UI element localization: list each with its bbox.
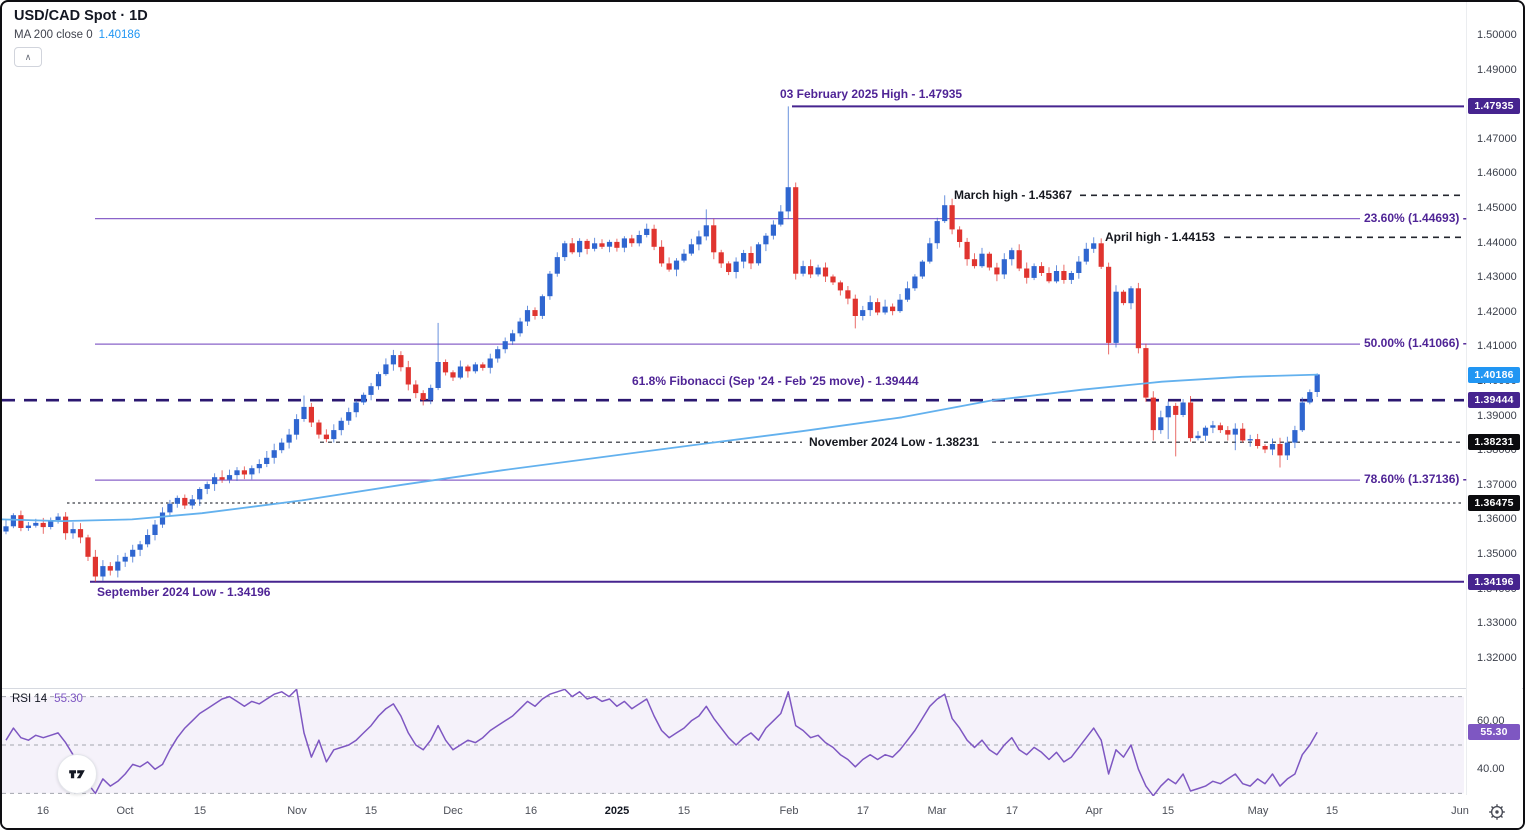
- rsi-axis-label: 60.00: [1477, 714, 1505, 727]
- fib-618-label[interactable]: 61.8% Fibonacci (Sep '24 - Feb '25 move)…: [632, 374, 919, 388]
- fib-50-label[interactable]: 50.00% (1.41066) -: [1364, 336, 1467, 350]
- feb-2025-high-label[interactable]: 03 February 2025 High - 1.47935: [780, 87, 963, 101]
- price-axis-label: 1.35000: [1477, 548, 1517, 560]
- time-axis-label-mar: Mar: [927, 805, 947, 817]
- collapse-pane-button[interactable]: ∧: [14, 47, 42, 67]
- time-axis-label-16: 16: [524, 805, 538, 817]
- time-axis-label-jun: Jun: [1451, 805, 1469, 817]
- price-axis-label: 1.39000: [1477, 409, 1517, 422]
- pane-separator[interactable]: [2, 688, 1523, 689]
- price-axis-label: 1.43000: [1477, 271, 1517, 284]
- time-axis-label-may: May: [1247, 805, 1269, 817]
- price-axis-label: 1.36000: [1477, 513, 1517, 526]
- price-and-rsi-plot[interactable]: [2, 2, 1466, 796]
- ma200-line[interactable]: [2, 373, 1319, 522]
- time-axis[interactable]: 16 Oct 15 Nov 15 Dec 16 2025 15 Feb 17 Mar 17 Apr 15 Ma…: [2, 796, 1523, 828]
- price-axis-label: 1.47000: [1477, 132, 1517, 145]
- ma-legend-label: MA 200 close 0: [14, 29, 93, 41]
- time-axis-label-15: 15: [193, 805, 207, 817]
- rsi-legend-row[interactable]: RSI 14 55.30: [12, 693, 83, 705]
- candlestick-series[interactable]: [3, 106, 1320, 582]
- price-axis-label: 1.41000: [1477, 340, 1517, 353]
- time-axis-label-dec: Dec: [443, 805, 463, 817]
- price-badge-1-38231: 1.38231: [1468, 434, 1520, 451]
- november-low-label[interactable]: November 2024 Low - 1.38231: [809, 435, 980, 449]
- price-badge-1-40186: 1.40186: [1468, 366, 1520, 383]
- time-axis-label-oct: Oct: [116, 805, 134, 817]
- rsi-legend-value: 55.30: [54, 693, 83, 705]
- time-axis-label-15: 15: [1161, 805, 1175, 817]
- price-axis-label: 1.44000: [1477, 236, 1517, 249]
- price-badge-1-34196: 1.34196: [1468, 573, 1520, 590]
- price-badge-1-39444: 1.39444: [1468, 392, 1520, 409]
- time-axis-label-17: 17: [1005, 805, 1019, 817]
- price-badge-1-36475: 1.36475: [1468, 494, 1520, 511]
- symbol-title[interactable]: USD/CAD Spot · 1D: [14, 8, 148, 24]
- time-axis-label-feb: Feb: [779, 805, 799, 817]
- price-axis-label: 1.46000: [1477, 167, 1517, 180]
- price-badge-1-47935: 1.47935: [1468, 98, 1520, 115]
- ma-legend-value: 1.40186: [98, 29, 141, 41]
- time-axis-label-15: 15: [1325, 805, 1339, 817]
- time-axis-label-2025: 2025: [604, 805, 630, 817]
- time-axis-label-15: 15: [677, 805, 691, 817]
- settings-gear-icon[interactable]: [1488, 803, 1506, 821]
- chevron-up-icon: ∧: [24, 51, 32, 62]
- price-axis-label: 1.37000: [1477, 478, 1517, 491]
- april-high-label[interactable]: April high - 1.44153: [1105, 230, 1216, 244]
- tradingview-logo-glyph: [69, 770, 85, 779]
- time-axis-label-15: 15: [364, 805, 378, 817]
- fib-786-label[interactable]: 78.60% (1.37136) -: [1364, 472, 1467, 486]
- rsi-legend-label: RSI 14: [12, 693, 48, 705]
- price-axis[interactable]: 1.50000 1.49000 1.47000 1.46000 1.45000 1.440…: [1466, 2, 1522, 795]
- time-axis-label-16: 16: [36, 805, 50, 817]
- time-axis-label-apr: Apr: [1085, 805, 1103, 817]
- time-axis-label-nov: Nov: [287, 805, 307, 817]
- ma-legend-row[interactable]: MA 200 close 0 1.40186: [14, 29, 148, 41]
- rsi-line[interactable]: [5, 688, 1318, 796]
- chart-header: USD/CAD Spot · 1D MA 200 close 0 1.40186 …: [14, 8, 148, 67]
- rsi-axis-label: 40.00: [1477, 763, 1505, 776]
- september-low-label[interactable]: September 2024 Low - 1.34196: [97, 585, 271, 599]
- tradingview-logo[interactable]: [57, 754, 97, 794]
- price-axis-label: 1.32000: [1477, 651, 1517, 664]
- price-axis-label: 1.50000: [1477, 29, 1517, 41]
- price-axis-label: 1.33000: [1477, 617, 1517, 630]
- march-high-label[interactable]: March high - 1.45367: [954, 188, 1073, 202]
- price-axis-label: 1.45000: [1477, 202, 1517, 214]
- price-axis-label: 1.42000: [1477, 305, 1517, 318]
- time-axis-label-17: 17: [856, 805, 870, 817]
- fib-236-label[interactable]: 23.60% (1.44693) -: [1364, 211, 1467, 225]
- price-axis-label: 1.49000: [1477, 63, 1517, 76]
- rsi-value-badge: 55.30: [1468, 724, 1520, 741]
